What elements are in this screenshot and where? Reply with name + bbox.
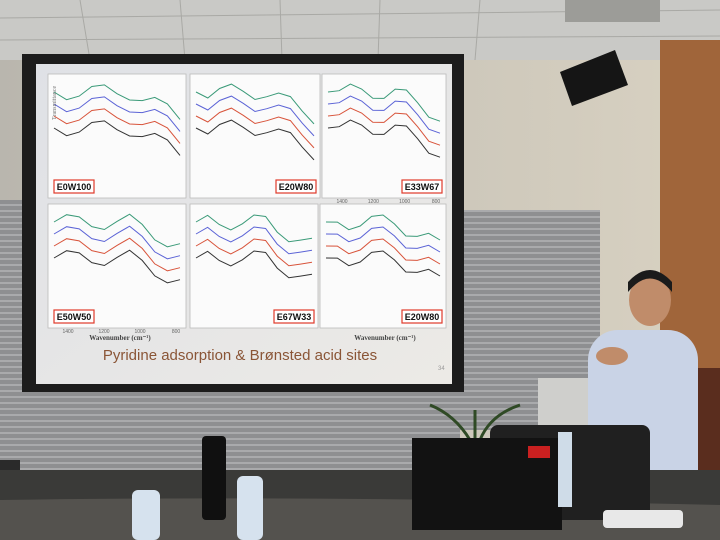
spectrum-curve: [195, 250, 313, 279]
panel-label-box: [273, 309, 315, 324]
spectrum-curve: [53, 120, 181, 156]
wood-panel: [660, 40, 720, 370]
x-axis-label: Wavenumber (cm⁻¹): [354, 334, 416, 342]
spectrum-curve: [53, 96, 181, 132]
blinds-bottom: [20, 390, 460, 480]
water-bottle: [132, 490, 160, 540]
panel-label: E33W67: [405, 182, 440, 192]
x-axis-label: Wavenumber (cm⁻¹): [89, 334, 151, 342]
speaker: [560, 50, 628, 106]
figure-panels: E0W100 E20W80 E33W67 E50W50 E67W33 E20W80 1400…: [47, 73, 447, 335]
power-strip: [603, 510, 683, 528]
panel-label-box: [53, 179, 95, 194]
spectrum-curve: [325, 214, 441, 241]
laptop-sticker: [528, 446, 550, 458]
panel-label-box: [53, 309, 95, 324]
page-number: 34: [438, 366, 445, 372]
spectrum-curve: [53, 249, 181, 284]
x-tick-label: 1000: [399, 199, 410, 205]
spectrum-curve: [53, 108, 181, 144]
panel: [47, 203, 187, 329]
x-tick-label: 1400: [62, 329, 73, 335]
spectrum-curve: [325, 238, 441, 265]
panel: [47, 73, 187, 199]
y-axis-label: Transmittance: [52, 86, 58, 120]
spectrum-curve: [327, 107, 441, 146]
x-tick-label: 800: [432, 199, 441, 205]
spectrum-curve: [195, 119, 315, 161]
slide-title: Pyridine adsorption & Brønsted acid site…: [103, 347, 377, 364]
panel-label: E50W50: [57, 312, 92, 322]
spectrum-curve: [195, 214, 313, 243]
air-vent: [565, 0, 660, 22]
panel-label: E67W33: [277, 312, 312, 322]
x-tick-label: 1200: [368, 199, 379, 205]
panel: [321, 73, 447, 199]
spectrum-curve: [327, 95, 441, 134]
spectrum-curve: [195, 83, 315, 125]
spectrum-curve: [325, 226, 441, 253]
panel-label-box: [401, 179, 443, 194]
water-bottle: [237, 476, 263, 540]
spectrum-curve: [53, 213, 181, 248]
panel: [189, 203, 319, 329]
spectrum-curve: [327, 119, 441, 158]
spectrum-curve: [195, 238, 313, 267]
panel-label-box: [275, 179, 317, 194]
spectrum-curve: [327, 83, 441, 122]
spectrum-curve: [195, 95, 315, 137]
plant: [429, 403, 521, 441]
spectrum-curve: [195, 226, 313, 255]
spectrum-curve: [325, 250, 441, 277]
panel-label: E0W100: [57, 182, 92, 192]
spectrum-curve: [195, 107, 315, 149]
panel-label-box: [401, 309, 443, 324]
spectrum-curve: [53, 84, 181, 120]
x-tick-label: 1400: [336, 199, 347, 205]
panel-label: E20W80: [279, 182, 314, 192]
spectrum-curve: [53, 225, 181, 260]
spectrum-curve: [53, 237, 181, 272]
thermos: [202, 436, 226, 520]
water-bottle: [558, 432, 572, 507]
panel-label: E20W80: [405, 312, 440, 322]
x-tick-label: 1000: [134, 329, 145, 335]
x-tick-label: 1200: [98, 329, 109, 335]
x-tick-label: 800: [172, 329, 181, 335]
